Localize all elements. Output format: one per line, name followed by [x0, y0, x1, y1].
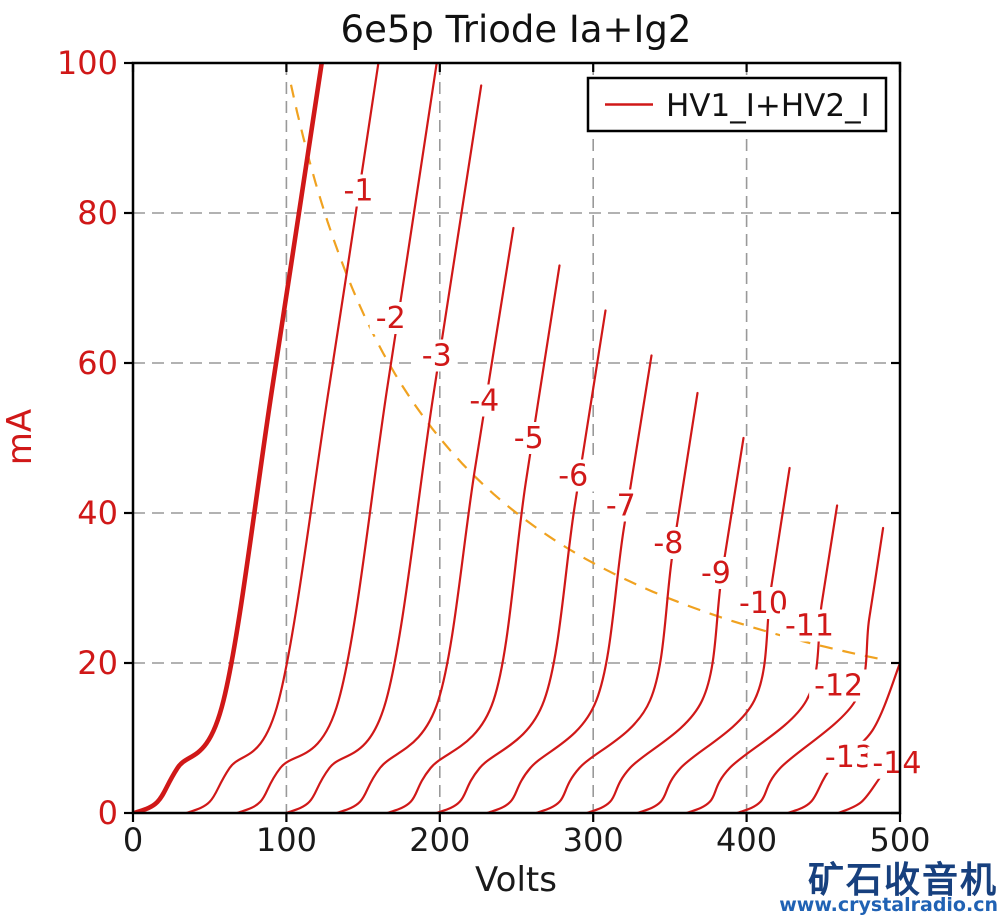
curve-label-gap [809, 669, 869, 702]
curve-label-vg--4: -4 [469, 384, 499, 419]
y-axis-label: mA [0, 409, 40, 465]
tick-label-layer: 0 100 200 300 400 500 0 20 40 60 80 100 [57, 44, 931, 859]
curve-label-gap [694, 557, 737, 589]
x-axis-label: Volts [475, 860, 557, 900]
legend-label: HV1_I+HV2_I [666, 88, 870, 124]
curve-vg-0 [133, 63, 324, 813]
curve-label-gap [779, 609, 839, 642]
y-tick-label: 60 [77, 344, 118, 382]
curve-label-gap [552, 459, 595, 492]
curve-label-gap [867, 746, 927, 779]
axes-spines [131, 61, 902, 815]
curve-label-gap [415, 339, 458, 372]
y-tick-label: 80 [77, 194, 118, 232]
x-tick-label: 100 [256, 821, 317, 859]
plot-title: 6e5p Triode Ia+Ig2 [341, 8, 692, 51]
curve-vg--3 [285, 84, 483, 813]
curve-label-gap [507, 422, 550, 454]
x-tick-label: 400 [716, 821, 777, 859]
watermark-url: www.crystalradio.cn [779, 894, 998, 916]
x-tick-label: 200 [409, 821, 470, 859]
curve-label-gap [337, 174, 380, 207]
curve-label-vg--3: -3 [422, 339, 452, 374]
curve-label-gap [599, 489, 642, 522]
curve-label-gap [369, 302, 412, 334]
curve-label-vg--11: -11 [785, 609, 834, 644]
y-tick-label: 40 [77, 494, 118, 532]
y-tick-label: 20 [77, 644, 118, 682]
curve-vg--6 [435, 309, 607, 813]
legend: HV1_I+HV2_I [586, 76, 888, 133]
curve-label-vg--5: -5 [514, 421, 544, 456]
curve-vg--4 [335, 226, 515, 813]
curve-vg--7 [486, 354, 653, 813]
curve-label-vg--9: -9 [701, 556, 731, 591]
curve-label-vg--8: -8 [653, 526, 683, 561]
dissipation-limit-curve [289, 84, 881, 661]
x-tick-label: 0 [123, 821, 143, 859]
curve-label-vg--10: -10 [739, 586, 788, 621]
curve-vg--11 [685, 504, 839, 813]
axes-layer [124, 61, 902, 822]
curve-vg--12 [736, 526, 885, 813]
curve-vg--5 [386, 264, 561, 813]
x-tick-label: 500 [869, 821, 930, 859]
curve-label-layer: -1 -2 -3 -4 -5 -6 -7 -8 -9-10-11 -12 -13-14 [337, 174, 927, 781]
curve-vg--10 [636, 466, 791, 813]
watermark-site-name: 矿石收音机 [808, 860, 998, 901]
curve-label-gap [647, 527, 690, 559]
y-tick-label: 0 [98, 794, 118, 832]
curve-label-vg--6: -6 [558, 459, 588, 494]
curve-vg--2 [236, 63, 438, 813]
curve-label-vg--13: -13 [825, 740, 874, 775]
curve-label-vg--7: -7 [606, 489, 636, 524]
curve-label-vg--2: -2 [376, 301, 406, 336]
curve-vg--1 [185, 63, 380, 813]
y-tick-label: 100 [57, 44, 118, 82]
curve-label-vg--1: -1 [344, 174, 374, 209]
series-layer [133, 63, 900, 813]
x-tick-label: 300 [563, 821, 624, 859]
curve-label-vg--14: -14 [872, 746, 921, 781]
curve-vg--8 [535, 391, 699, 813]
curve-vg--9 [586, 436, 745, 813]
curve-label-vg--12: -12 [814, 669, 863, 704]
curve-label-gap [463, 384, 506, 417]
